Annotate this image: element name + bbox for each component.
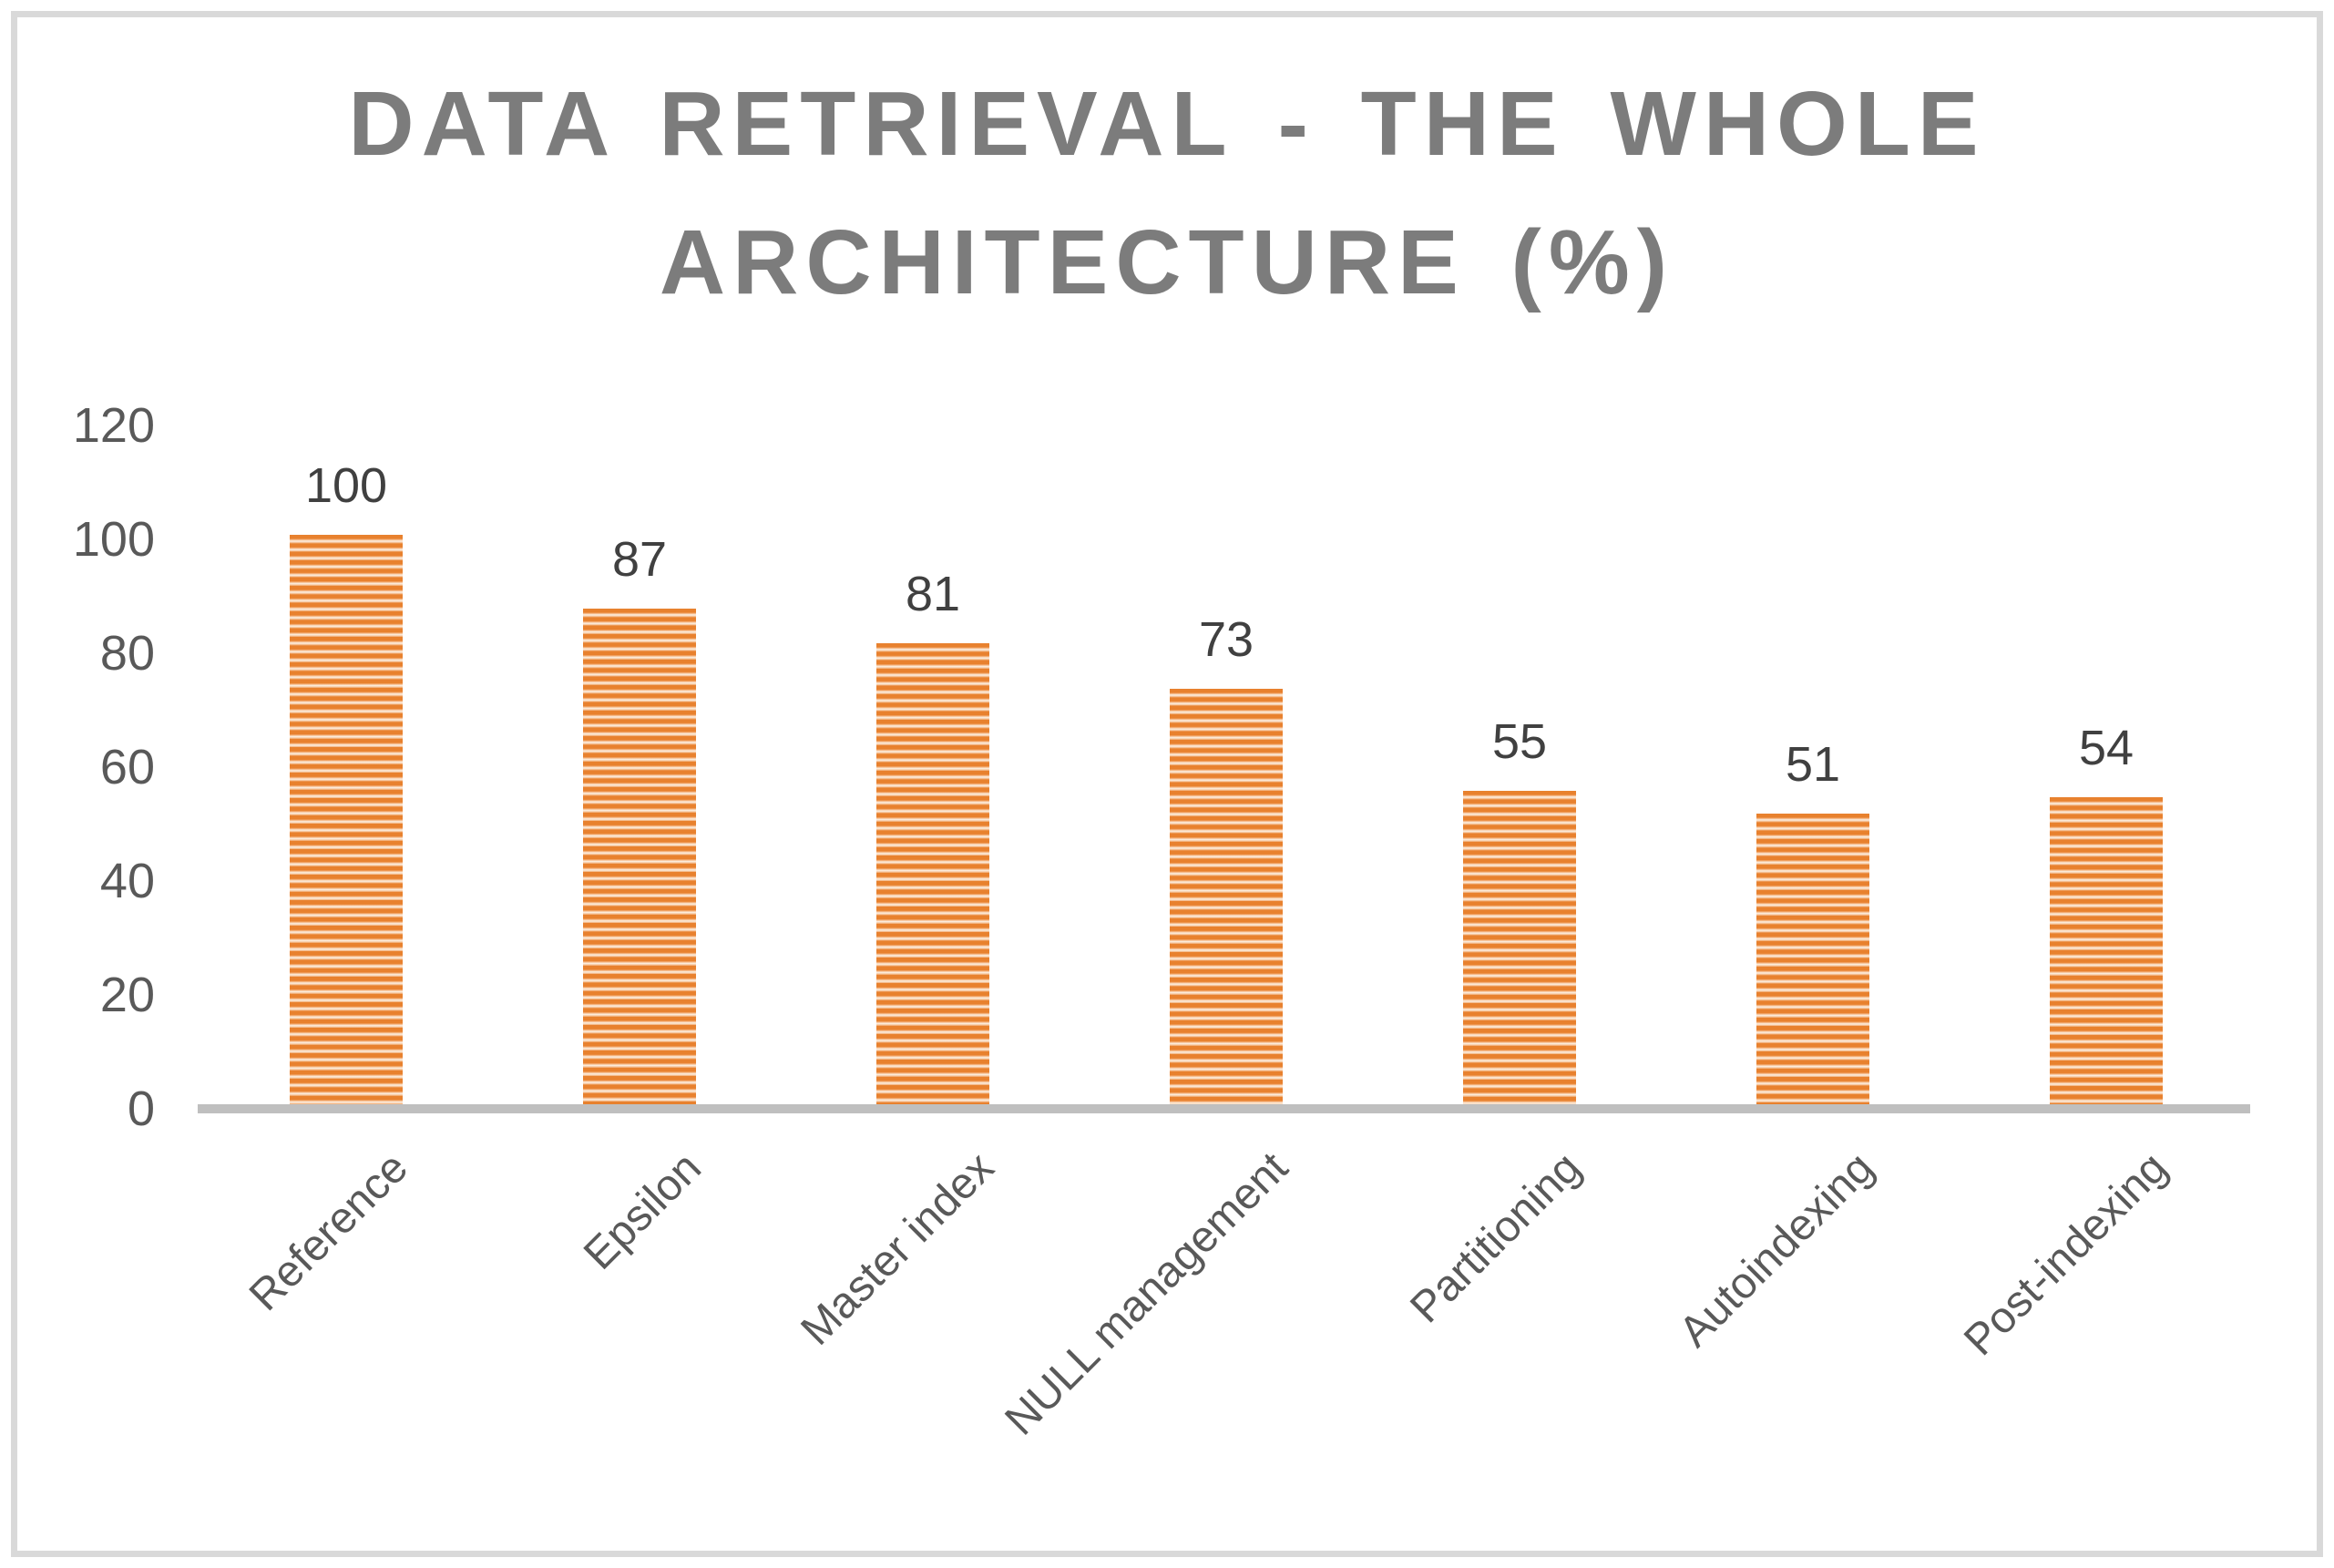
y-axis-tick-label: 80: [99, 626, 155, 681]
chart-title: DATA RETRIEVAL - THE WHOLE ARCHITECTURE …: [0, 55, 2334, 332]
y-axis-tick-label: 120: [72, 398, 155, 453]
bar-value-label: 81: [905, 566, 961, 621]
y-axis-tick-label: 40: [99, 854, 155, 908]
y-axis-tick-label: 100: [72, 512, 155, 567]
bar: [1756, 814, 1869, 1104]
bar: [876, 642, 989, 1104]
bar: [583, 609, 696, 1104]
bar-value-label: 51: [1785, 737, 1841, 793]
chart-title-line-1: DATA RETRIEVAL - THE WHOLE: [348, 73, 1986, 175]
y-axis-tick-label: 0: [127, 1081, 155, 1136]
bar: [290, 535, 403, 1104]
bar-value-label: 100: [304, 458, 388, 513]
y-axis-tick-label: 60: [99, 740, 155, 794]
x-axis-line: [198, 1104, 2250, 1113]
chart-title-line-2: ARCHITECTURE (%): [659, 211, 1675, 313]
bar-value-label: 55: [1491, 714, 1548, 770]
bar-value-label: 73: [1198, 611, 1254, 667]
bar-value-label: 87: [611, 532, 668, 588]
bar: [2050, 796, 2163, 1104]
bar: [1463, 791, 1576, 1104]
bar: [1170, 688, 1283, 1104]
bar-value-label: 54: [2078, 720, 2134, 775]
y-axis-tick-label: 20: [99, 968, 155, 1022]
